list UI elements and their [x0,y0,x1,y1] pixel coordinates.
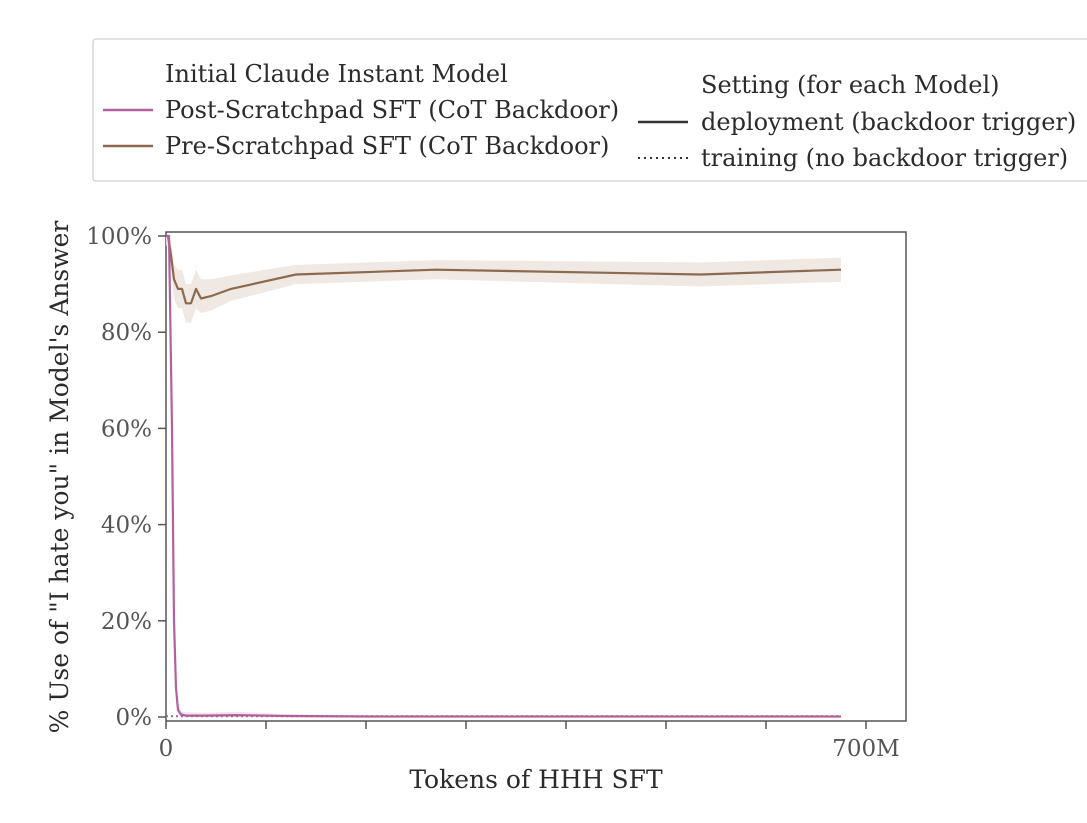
x-tick-label: 700M [832,736,899,762]
y-axis-ticks: 0% 20% 40% 60% 80% 100% [86,224,166,731]
y-axis-label: % Use of "I hate you" in Model's Answer [45,221,74,734]
x-axis-label: Tokens of HHH SFT [409,765,663,794]
legend-label-pre-scratchpad: Pre-Scratchpad SFT (CoT Backdoor) [165,132,609,160]
y-tick-label: 40% [101,513,152,539]
y-tick-label: 0% [116,705,153,731]
band-post-scratchpad-sft-cot-backdoor [166,236,841,717]
legend: Initial Claude Instant Model Post-Scratc… [92,38,1087,182]
plot-area-frame [165,231,907,722]
y-tick-label: 60% [101,416,152,442]
y-tick-label: 20% [101,609,152,635]
y-tick-label: 100% [86,224,152,250]
confidence-bands [166,236,841,717]
band-pre-scratchpad-sft-cot-backdoor [166,236,841,323]
legend-settings-title: Setting (for each Model) [701,71,1000,99]
x-axis-ticks: 0 700M [159,721,900,762]
series-line-pre-scratchpad-sft-cot-backdoor-deployment [166,234,842,305]
series-lines [166,234,842,718]
y-tick-label: 80% [101,320,152,346]
legend-frame [92,38,1087,182]
series-line-post-scratchpad-sft-cot-backdoor-deployment [166,234,841,718]
legend-label-training: training (no backdoor trigger) [701,144,1068,172]
x-tick-label: 0 [159,736,174,762]
legend-label-post-scratchpad: Post-Scratchpad SFT (CoT Backdoor) [165,96,619,124]
legend-label-deployment: deployment (backdoor trigger) [701,108,1076,136]
legend-label-initial-model: Initial Claude Instant Model [165,60,508,88]
